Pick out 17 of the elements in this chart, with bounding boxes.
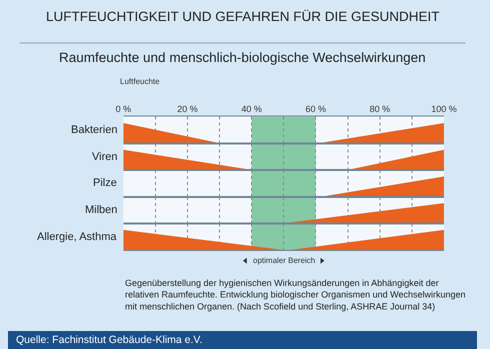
y-axis-title: Pilze [93, 177, 117, 189]
text: Gegenüberstellung der hygienischen Wirkungsänderungen in Abhängigkeit der relativen Raumfeuchte. Entwicklung biologischer Organismen und Wechselwirkungen mit menschlichen Organen. (Nach Scofield und Sterling, ASHRAE Journal 34) [125, 278, 466, 312]
x-tick-label: 80 % [370, 104, 390, 114]
source-note: Quelle: Fachinstitut Gebäude-Klima e.V. [16, 334, 202, 346]
x-tick-label: 40 % [241, 104, 262, 114]
chart-title: LUFTFEUCHTIGKEIT UND GEFAHREN FÜR DIE GESUNDHEIT [46, 9, 440, 24]
x-tick-label: 0 % [116, 104, 132, 114]
band-label: optimaler Bereich [253, 256, 316, 265]
y-axis-title: Milben [85, 204, 118, 216]
x-tick-label: 100 % [431, 104, 457, 114]
y-axis-title: Viren [92, 151, 118, 163]
chart-subtitle: Raumfeuchte und menschlich-biologische Wechselwirkungen [59, 50, 426, 65]
x-tick-label: 60 % [305, 104, 326, 114]
y-axis-title: Bakterien [71, 124, 118, 136]
y-axis-title: Allergie, Asthma [37, 231, 118, 243]
x-axis-title: Luftfeuchte [120, 77, 160, 86]
x-tick-label: 20 % [177, 104, 198, 114]
